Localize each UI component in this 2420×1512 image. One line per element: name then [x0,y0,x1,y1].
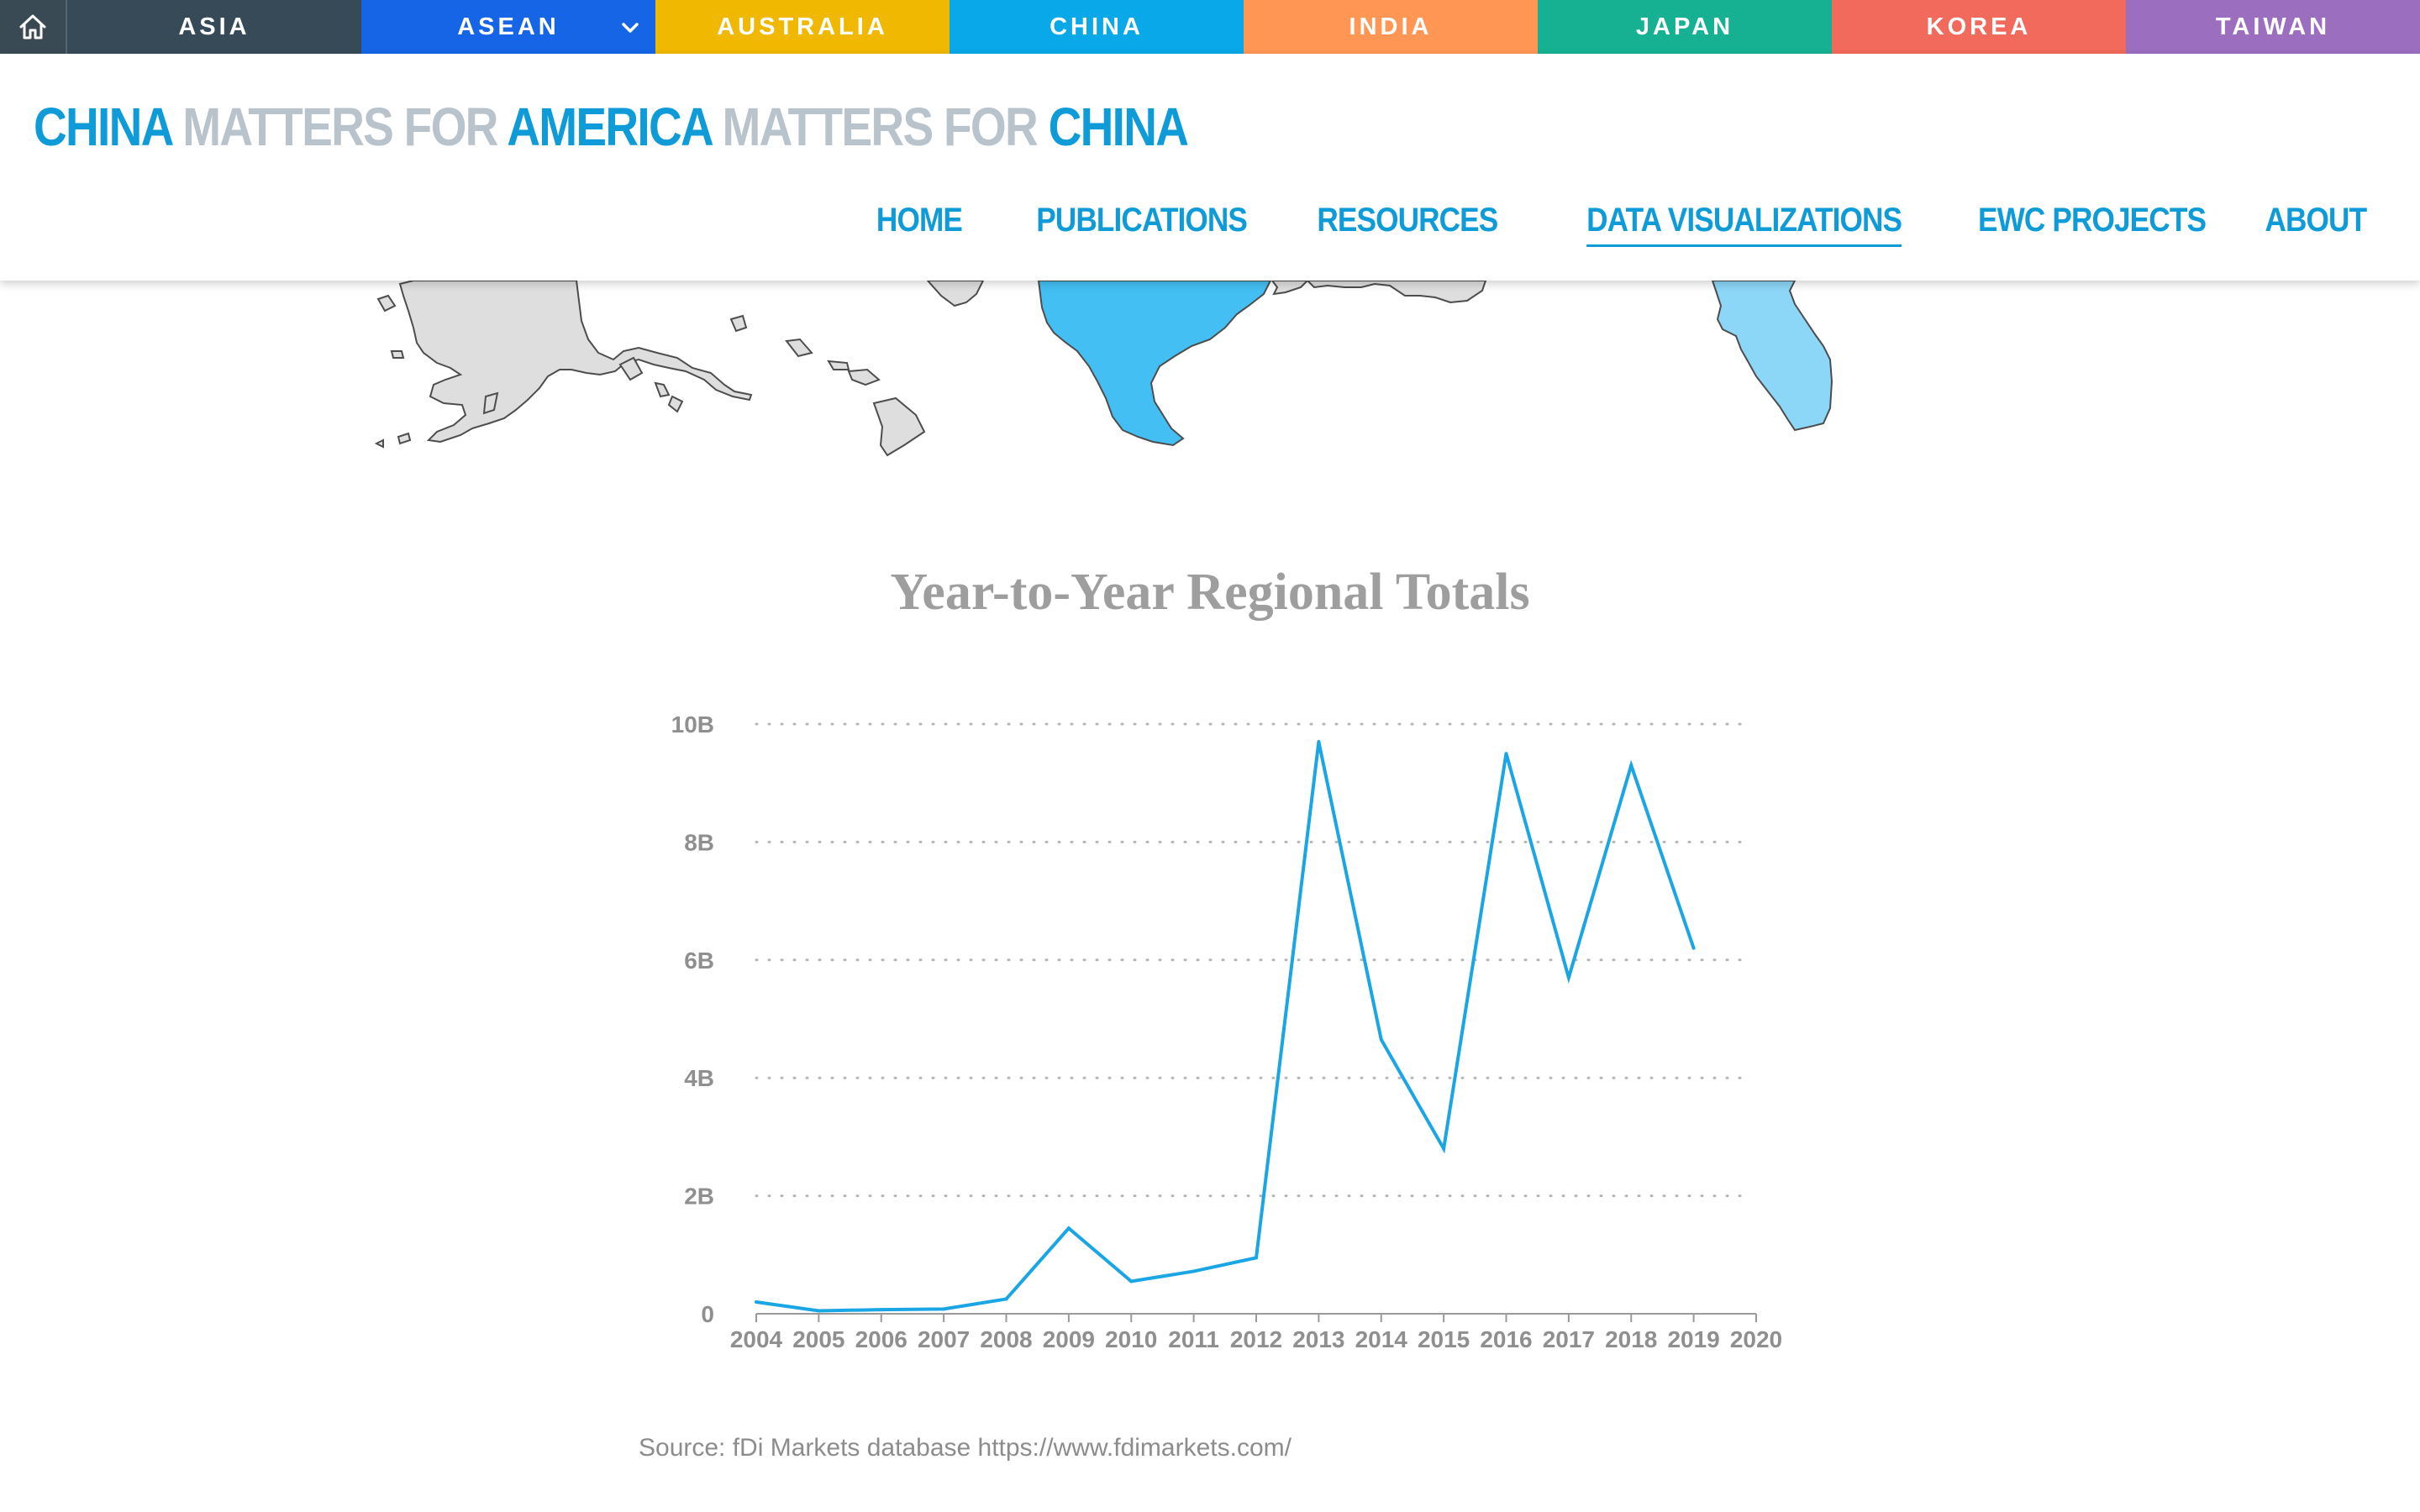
home-button[interactable] [0,0,67,54]
region-tab-label: TAIWAN [2215,13,2331,40]
region-tab-india[interactable]: INDIA [1244,0,1538,54]
data-point [1129,1279,1134,1284]
data-point [1566,975,1570,979]
map-island [667,395,684,413]
y-tick-label: 10B [671,711,714,738]
region-tab-taiwan[interactable]: TAIWAN [2126,0,2420,54]
map-island [390,350,405,359]
nav-ewc-projects[interactable]: EWC PROJECTS [1977,202,2207,239]
site-title-part: AMERICA [507,97,712,157]
site-header: CHINA MATTERS FOR AMERICA MATTERS FOR CH… [0,54,2420,281]
map-island [397,432,412,445]
chevron-down-icon[interactable] [618,16,642,39]
us-map-fragment [374,281,1833,457]
nav-about[interactable]: ABOUT [2265,202,2367,239]
x-tick-label: 2015 [1418,1326,1470,1352]
site-title-part: MATTERS FOR [171,97,508,157]
site-title-part: MATTERS FOR [710,97,1049,157]
region-tab-label: KOREA [1926,13,2032,40]
data-point [755,1299,758,1304]
map-region-alaska[interactable] [398,281,753,444]
x-tick-label: 2020 [1730,1326,1782,1352]
x-tick-label: 2012 [1230,1326,1282,1352]
nav-publications[interactable]: PUBLICATIONS [1036,202,1248,239]
chart-title: Year-to-Year Regional Totals [890,564,1530,621]
map-island [376,294,397,312]
map-region[interactable] [926,281,985,307]
region-tab-asia[interactable]: ASIA [67,0,361,54]
data-point [1504,752,1508,756]
site-title-part: CHINA [34,97,172,157]
region-tab-china[interactable]: CHINA [950,0,1244,54]
data-point [1066,1226,1071,1231]
region-tab-label: AUSTRALIA [717,13,888,40]
nav-data-visualizations[interactable]: DATA VISUALIZATIONS [1586,202,1902,247]
x-tick-label: 2016 [1480,1326,1532,1352]
map-island [654,381,671,398]
y-tick-label: 8B [684,829,714,855]
region-tab-label: ASIA [178,13,250,40]
x-tick-label: 2004 [730,1326,783,1352]
region-tab-asean[interactable]: ASEAN [361,0,655,54]
y-tick-label: 6B [684,948,714,974]
data-point [942,1307,946,1311]
main-nav: HOME PUBLICATIONS RESOURCES DATA VISUALIZAT… [819,202,2367,247]
data-point [1192,1269,1196,1273]
map-region-florida[interactable] [1711,281,1833,432]
map-island [618,356,644,381]
map-region[interactable] [1270,281,1309,296]
x-tick-label: 2017 [1543,1326,1595,1352]
data-point [1255,1256,1258,1260]
home-icon [19,14,46,39]
region-bar: ASIA ASEAN AUSTRALIA CHINA INDIA JAPAN KOREA TA… [0,0,2420,54]
nav-resources[interactable]: RESOURCES [1317,202,1499,239]
x-tick-label: 2009 [1043,1326,1095,1352]
x-tick-label: 2008 [980,1326,1032,1352]
map-island [374,438,384,449]
region-tab-label: ASEAN [457,13,560,40]
region-tab-japan[interactable]: JAPAN [1538,0,1832,54]
data-point [817,1309,821,1313]
map-region-texas[interactable] [1037,281,1272,447]
x-tick-label: 2013 [1292,1326,1344,1352]
x-tick-label: 2007 [918,1326,970,1352]
region-tab-label: JAPAN [1635,13,1734,40]
source-note: Source: fDi Markets database https://www… [639,1434,1292,1462]
x-tick-label: 2018 [1605,1326,1657,1352]
x-tick-label: 2010 [1105,1326,1157,1352]
site-title[interactable]: CHINA MATTERS FOR AMERICA MATTERS FOR CH… [34,96,1189,158]
map-region[interactable] [1306,281,1487,304]
x-tick-label: 2011 [1168,1326,1219,1352]
data-point [1442,1147,1446,1151]
map-island [482,391,499,415]
series-line [755,741,1696,1313]
x-tick-label: 2019 [1667,1326,1719,1352]
y-tick-label: 2B [684,1184,714,1210]
region-tabs: ASIA ASEAN AUSTRALIA CHINA INDIA JAPAN KOREA TA… [67,0,2420,54]
nav-home[interactable]: HOME [876,202,963,239]
map-island-hawaii [847,368,881,386]
data-point [1691,946,1696,950]
x-tick-label: 2005 [792,1326,844,1352]
map-island-hawaii [872,396,926,457]
data-point [1379,1037,1383,1042]
data-point [879,1308,883,1312]
y-tick-label: 4B [684,1065,714,1091]
y-tick-label: 0 [701,1301,714,1327]
map-island-hawaii [785,338,813,358]
region-tab-label: INDIA [1349,13,1433,40]
data-point [1629,764,1634,768]
x-tick-label: 2014 [1355,1326,1408,1352]
region-tab-australia[interactable]: AUSTRALIA [655,0,950,54]
region-tab-korea[interactable]: KOREA [1832,0,2126,54]
map-island-hawaii [827,360,850,370]
data-point [1004,1297,1008,1301]
site-title-part: CHINA [1048,97,1189,157]
map-island-hawaii [729,314,748,333]
x-tick-label: 2006 [855,1326,908,1352]
data-point [1317,740,1321,744]
region-tab-label: CHINA [1050,13,1144,40]
